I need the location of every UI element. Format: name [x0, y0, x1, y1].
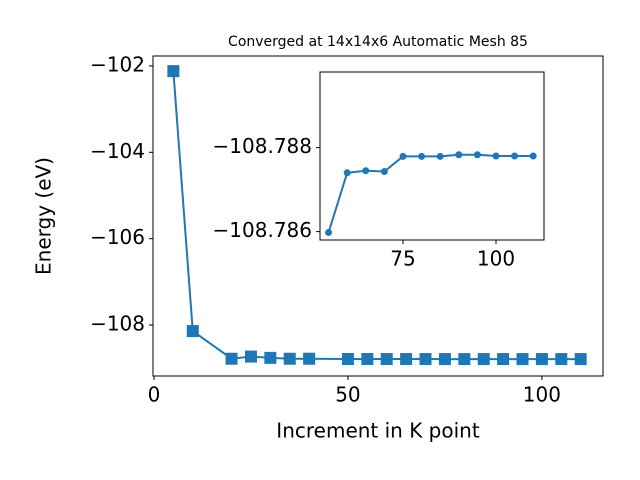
- y-tick-label: −104: [90, 139, 145, 163]
- marker: [574, 353, 587, 366]
- marker: [516, 353, 529, 366]
- marker: [244, 350, 257, 363]
- x-tick-label: 100: [477, 247, 515, 271]
- x-axis-label: Increment in K point: [276, 419, 480, 443]
- marker: [167, 65, 180, 78]
- marker: [186, 325, 199, 338]
- x-tick-label: 50: [335, 383, 360, 407]
- marker: [511, 152, 519, 160]
- x-tick-label: 75: [390, 247, 415, 271]
- y-tick-label: −108: [90, 312, 145, 336]
- marker: [436, 152, 444, 160]
- x-tick-label: 100: [523, 383, 561, 407]
- marker: [455, 151, 463, 159]
- marker: [264, 351, 277, 364]
- marker: [497, 353, 510, 366]
- marker: [419, 353, 432, 366]
- marker: [225, 352, 238, 365]
- marker: [362, 167, 370, 175]
- y-tick-label: −108.786: [213, 218, 312, 242]
- marker: [361, 352, 374, 365]
- marker: [325, 228, 333, 236]
- marker: [400, 353, 413, 366]
- marker: [477, 353, 490, 366]
- y-axis-label: Energy (eV): [32, 157, 56, 275]
- marker: [529, 152, 537, 160]
- y-tick-label: −108.788: [213, 134, 312, 158]
- marker: [399, 152, 407, 160]
- marker: [438, 353, 451, 366]
- marker: [492, 152, 500, 160]
- marker: [418, 152, 426, 160]
- marker: [458, 353, 471, 366]
- marker: [341, 352, 354, 365]
- marker: [535, 353, 548, 366]
- x-tick-label: 0: [148, 383, 161, 407]
- chart-title: Converged at 14x14x6 Automatic Mesh 85: [228, 34, 528, 50]
- y-tick-label: −102: [90, 52, 145, 76]
- marker: [303, 352, 316, 365]
- marker: [283, 352, 296, 365]
- marker: [555, 353, 568, 366]
- marker: [380, 168, 388, 176]
- marker: [343, 169, 351, 177]
- y-tick-label: −106: [90, 225, 145, 249]
- marker: [473, 151, 481, 159]
- marker: [380, 353, 393, 366]
